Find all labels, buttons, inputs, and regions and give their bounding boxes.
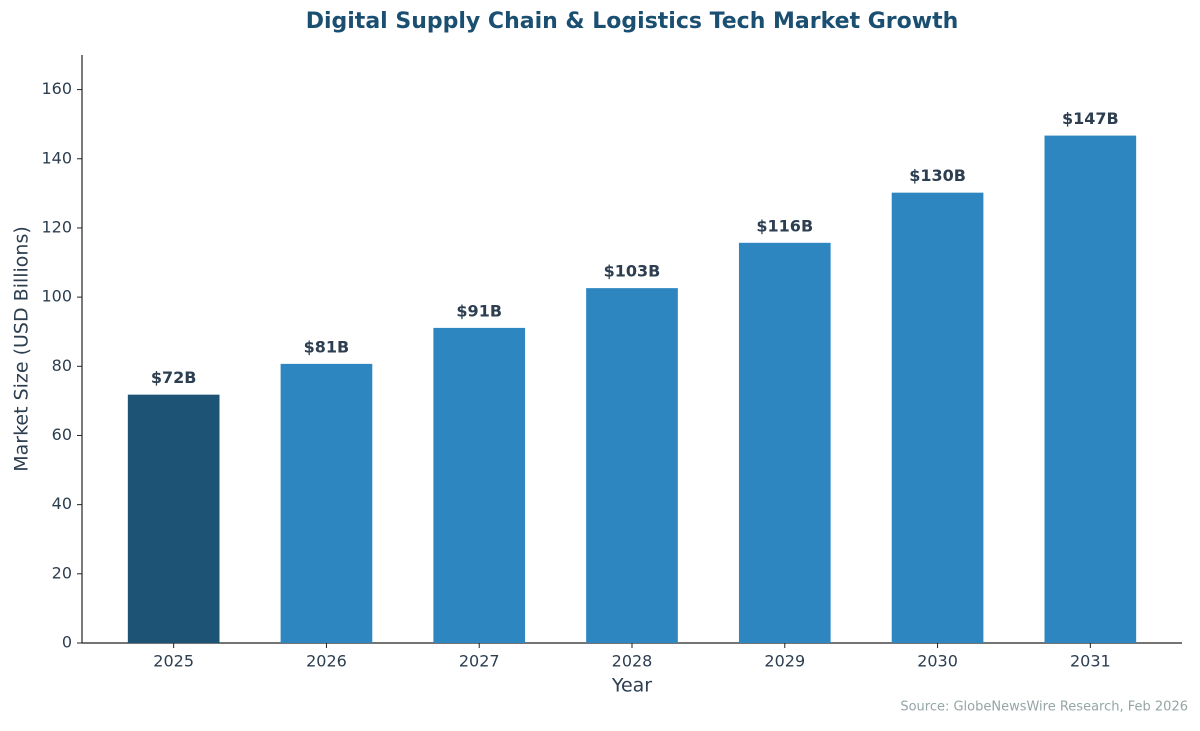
value-label: $103B	[604, 262, 661, 281]
x-tick-label: 2025	[153, 652, 194, 671]
y-tick-label: 40	[52, 494, 72, 513]
y-axis-label: Market Size (USD Billions)	[11, 226, 33, 472]
bar	[586, 288, 678, 643]
y-tick-label: 0	[62, 633, 72, 652]
y-tick-label: 120	[41, 217, 72, 236]
chart-title: Digital Supply Chain & Logistics Tech Ma…	[306, 9, 959, 34]
bar	[738, 242, 831, 643]
y-tick-label: 60	[52, 425, 72, 444]
value-label: $116B	[756, 216, 813, 235]
value-label: $130B	[909, 166, 966, 185]
source-note: Source: GlobeNewsWire Research, Feb 2026	[900, 700, 1188, 715]
x-tick-label: 2028	[612, 652, 653, 671]
x-tick-label: 2031	[1070, 652, 1111, 671]
value-label: $91B	[456, 301, 502, 320]
x-tick-label: 2029	[764, 652, 805, 671]
y-tick-label: 100	[41, 287, 72, 306]
y-tick-label: 80	[52, 356, 72, 375]
x-tick-label: 2026	[306, 652, 347, 671]
y-tick-label: 160	[41, 79, 72, 98]
x-axis-label: Year	[611, 675, 652, 697]
bar	[891, 192, 984, 643]
value-label: $81B	[304, 337, 350, 356]
bar	[127, 394, 220, 643]
y-tick-label: 20	[52, 563, 72, 582]
x-tick-label: 2030	[917, 652, 958, 671]
bar	[433, 327, 526, 643]
value-label: $147B	[1062, 109, 1119, 128]
bar	[1044, 135, 1137, 644]
x-tick-label: 2027	[459, 652, 500, 671]
value-label: $72B	[151, 368, 197, 387]
y-tick-label: 140	[41, 148, 72, 167]
bar	[280, 363, 373, 643]
